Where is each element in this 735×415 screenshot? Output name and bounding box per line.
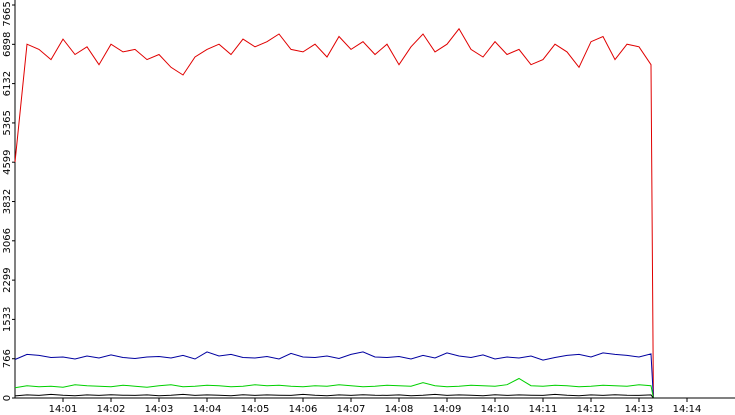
x-tick-label: 14:07 [337,404,366,415]
x-tick-label: 14:06 [289,404,318,415]
series-line [14,27,654,399]
series-line [14,393,654,399]
y-tick-label: 5365 [2,110,13,135]
x-tick-label: 14:05 [241,404,270,415]
y-tick-label: 6898 [2,32,13,57]
y-tick-label: 4599 [2,149,13,174]
y-tick-label: 0 [2,395,13,401]
x-tick-label: 14:14 [673,404,702,415]
x-tick-label: 14:04 [193,404,222,415]
x-tick-label: 14:09 [433,404,462,415]
series-line [14,351,654,399]
x-tick-label: 14:12 [577,404,606,415]
y-tick-label: 1533 [2,307,13,332]
y-tick-label: 3066 [2,228,13,253]
y-tick-label: 3832 [2,189,13,214]
y-tick-label: 7665 [2,1,13,26]
y-tick-label: 766 [2,349,13,368]
x-tick-label: 14:01 [49,404,78,415]
x-tick-label: 14:11 [529,404,558,415]
x-tick-label: 14:03 [145,404,174,415]
y-tick-label: 2299 [2,267,13,292]
x-tick-label: 14:02 [97,404,126,415]
y-tick-label: 6132 [2,71,13,96]
series-line [14,377,654,399]
x-tick-label: 14:08 [385,404,414,415]
x-tick-label: 14:10 [481,404,510,415]
x-tick-label: 14:13 [625,404,654,415]
